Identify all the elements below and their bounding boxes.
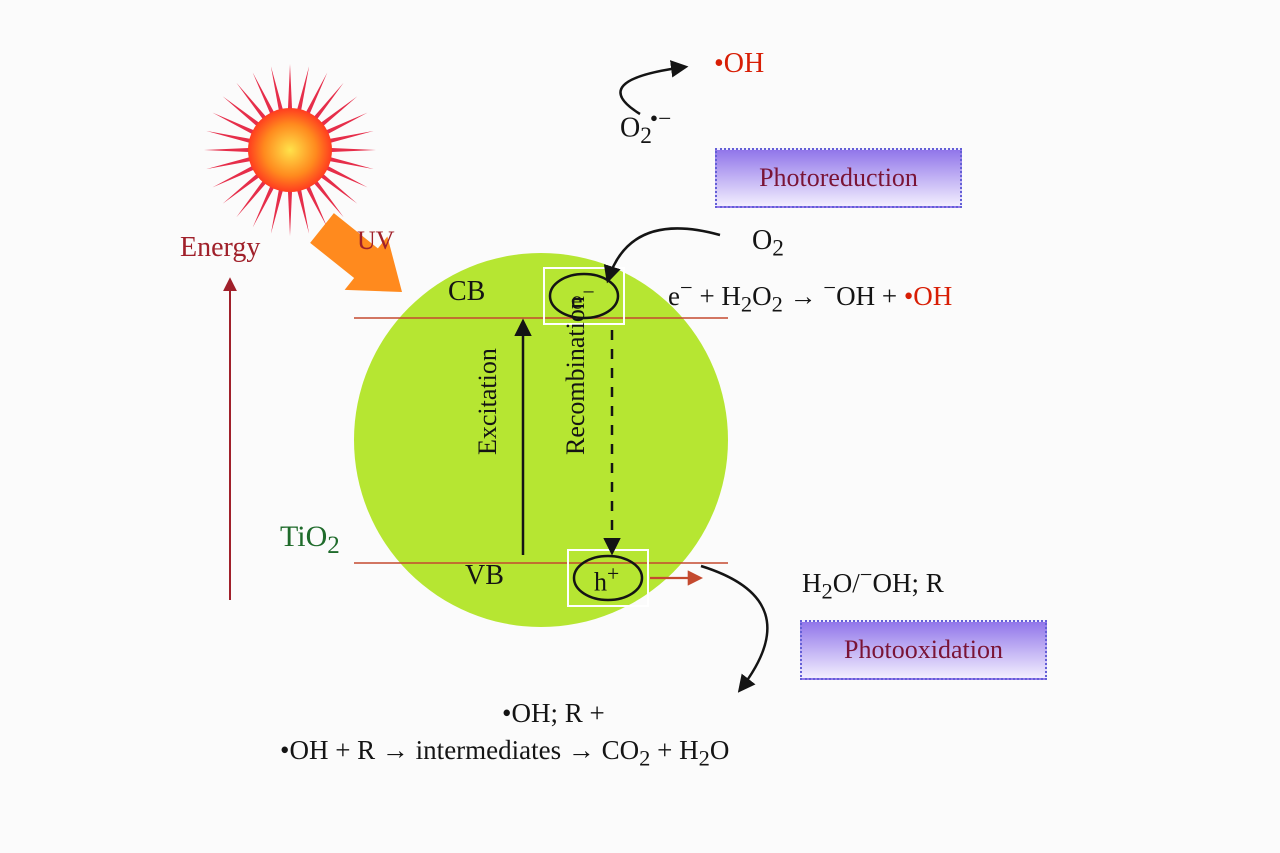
product-line1-label: •OH; R + <box>502 698 605 729</box>
photooxidation-box: Photooxidation <box>800 620 1047 680</box>
uv-label: UV <box>357 226 395 256</box>
product-line2-label: •OH + R → intermediates → CO2 + H2O <box>280 735 729 771</box>
o2-label: O2 <box>752 225 784 263</box>
energy-label: Energy <box>180 232 260 264</box>
sun-core-icon <box>248 108 332 192</box>
diagram-stage: Photoreduction Photooxidation Energy UV … <box>0 0 1280 853</box>
reactants-label: H2O/−OH; R <box>802 562 944 604</box>
cb-label: CB <box>448 276 485 308</box>
tio2-label: TiO2 <box>280 520 340 560</box>
photooxidation-label: Photooxidation <box>844 635 1003 664</box>
excitation-label: Excitation <box>473 348 503 455</box>
photoreduction-box: Photoreduction <box>715 148 962 208</box>
recombination-label: Recombination <box>561 296 591 455</box>
photoreduction-label: Photoreduction <box>759 163 918 192</box>
photooxidation-arrow <box>701 566 767 690</box>
oh-radical-top-label: •OH <box>714 48 764 80</box>
superoxide-label: O2•− <box>620 106 671 150</box>
hole-label: h+ <box>594 562 619 598</box>
vb-label: VB <box>465 560 504 592</box>
h2o2-equation-label: e− + H2O2 → −OH + •OH <box>668 275 952 317</box>
